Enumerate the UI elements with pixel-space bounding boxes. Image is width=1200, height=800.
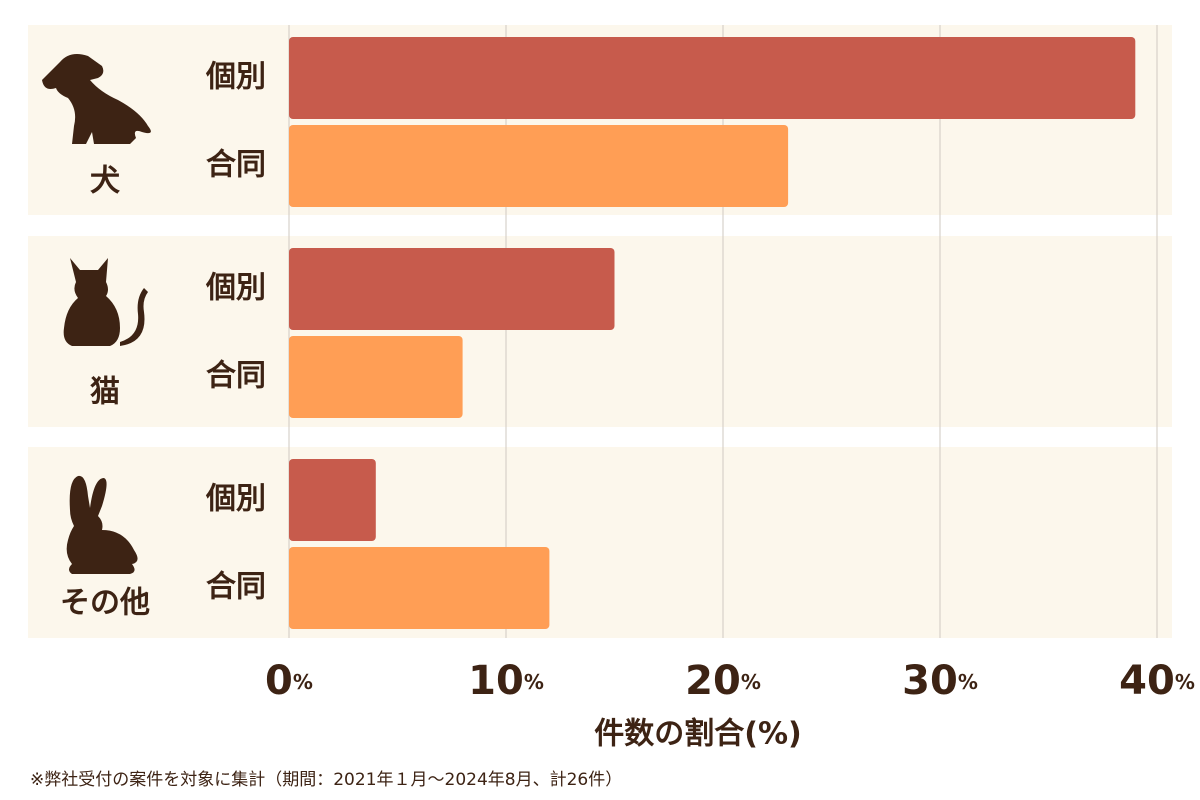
series-label: 個別 xyxy=(205,482,266,517)
group-panel xyxy=(28,447,1172,638)
x-tick-label: 10% xyxy=(468,658,544,704)
x-tick-label: 20% xyxy=(685,658,761,704)
category-label: 猫 xyxy=(90,375,120,410)
x-axis-title: 件数の割合(%) xyxy=(594,717,801,752)
x-tick-label: 0% xyxy=(265,658,313,704)
x-tick-label: 40% xyxy=(1119,658,1195,704)
bar xyxy=(289,336,463,418)
cat-icon xyxy=(63,258,148,346)
footnote: ※弊社受付の案件を対象に集計（期間：2021年１月～2024年8月、計26件） xyxy=(30,770,622,790)
series-label: 個別 xyxy=(205,60,266,95)
series-label: 合同 xyxy=(206,570,266,605)
dog-icon xyxy=(42,54,151,144)
series-label: 合同 xyxy=(206,148,266,183)
category-label: その他 xyxy=(60,586,150,621)
category-label: 犬 xyxy=(90,164,120,199)
bar xyxy=(289,459,376,541)
bar xyxy=(289,248,615,330)
rabbit-icon xyxy=(66,475,138,574)
icons xyxy=(42,54,151,574)
bar xyxy=(289,125,789,207)
series-label: 個別 xyxy=(205,271,266,306)
bar xyxy=(289,37,1136,119)
series-label: 合同 xyxy=(206,359,266,394)
bars xyxy=(289,37,1136,629)
bar xyxy=(289,547,550,629)
x-tick-label: 30% xyxy=(902,658,978,704)
